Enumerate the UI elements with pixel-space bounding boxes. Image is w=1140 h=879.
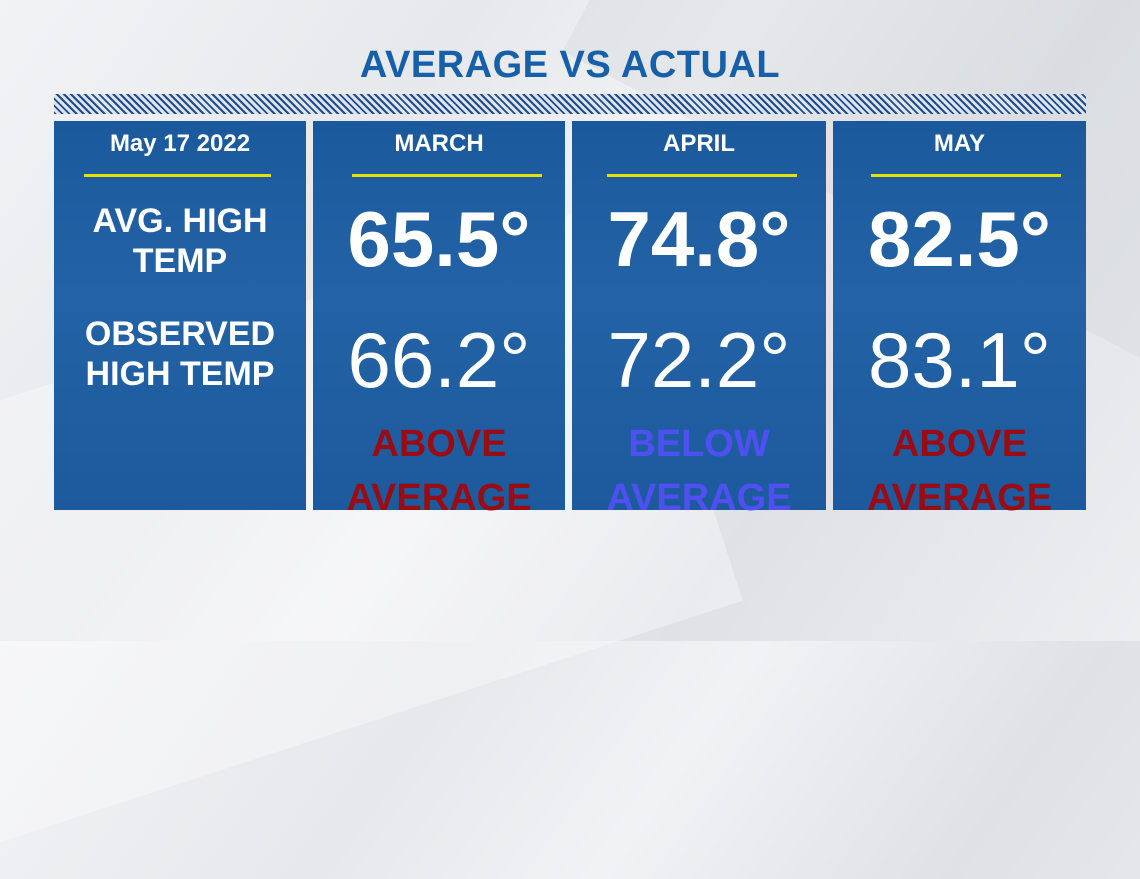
date-label: May 17 2022 <box>109 130 251 157</box>
avg-label-line1: AVG. HIGH <box>92 202 268 240</box>
header-rule <box>871 174 1061 177</box>
month-panel-march: MARCH 65.5° 66.2° ABOVE AVERAGE <box>313 121 565 519</box>
graphic-title: AVERAGE VS ACTUAL <box>359 44 781 86</box>
header-rule <box>84 174 271 177</box>
observed-high-value: 83.1° <box>867 316 1051 404</box>
status-line1: BELOW <box>628 423 770 465</box>
status-line1: ABOVE <box>891 423 1028 465</box>
avg-high-temp-label: AVG. HIGH TEMP <box>54 201 306 281</box>
month-name: MAY <box>933 130 986 157</box>
month-name: APRIL <box>663 130 735 157</box>
avg-label-line2: TEMP <box>132 242 228 280</box>
observed-high-value: 72.2° <box>607 316 791 404</box>
month-panel-may: MAY 82.5° 83.1° ABOVE AVERAGE <box>833 121 1086 519</box>
month-name: MARCH <box>394 130 484 157</box>
hatched-divider <box>54 94 1086 114</box>
avg-high-value: 82.5° <box>867 195 1051 283</box>
label-panel: May 17 2022 AVG. HIGH TEMP OBSERVED HIGH… <box>54 121 306 510</box>
status-line2: AVERAGE <box>346 477 532 519</box>
header-rule <box>607 174 797 177</box>
month-panel-april: APRIL 74.8° 72.2° BELOW AVERAGE <box>572 121 826 519</box>
obs-label-line1: OBSERVED <box>84 315 276 353</box>
obs-label-line2: HIGH TEMP <box>85 355 275 393</box>
avg-high-value: 65.5° <box>347 195 531 283</box>
status-line2: AVERAGE <box>606 477 792 519</box>
status-line2: AVERAGE <box>866 477 1053 519</box>
status-label: ABOVE AVERAGE <box>829 417 1090 525</box>
header-rule <box>352 174 542 177</box>
avg-high-value: 74.8° <box>607 195 791 283</box>
observed-high-temp-label: OBSERVED HIGH TEMP <box>54 314 306 394</box>
status-label: BELOW AVERAGE <box>568 417 830 525</box>
observed-high-value: 66.2° <box>347 316 531 404</box>
status-label: ABOVE AVERAGE <box>309 417 569 525</box>
status-line1: ABOVE <box>371 423 507 465</box>
